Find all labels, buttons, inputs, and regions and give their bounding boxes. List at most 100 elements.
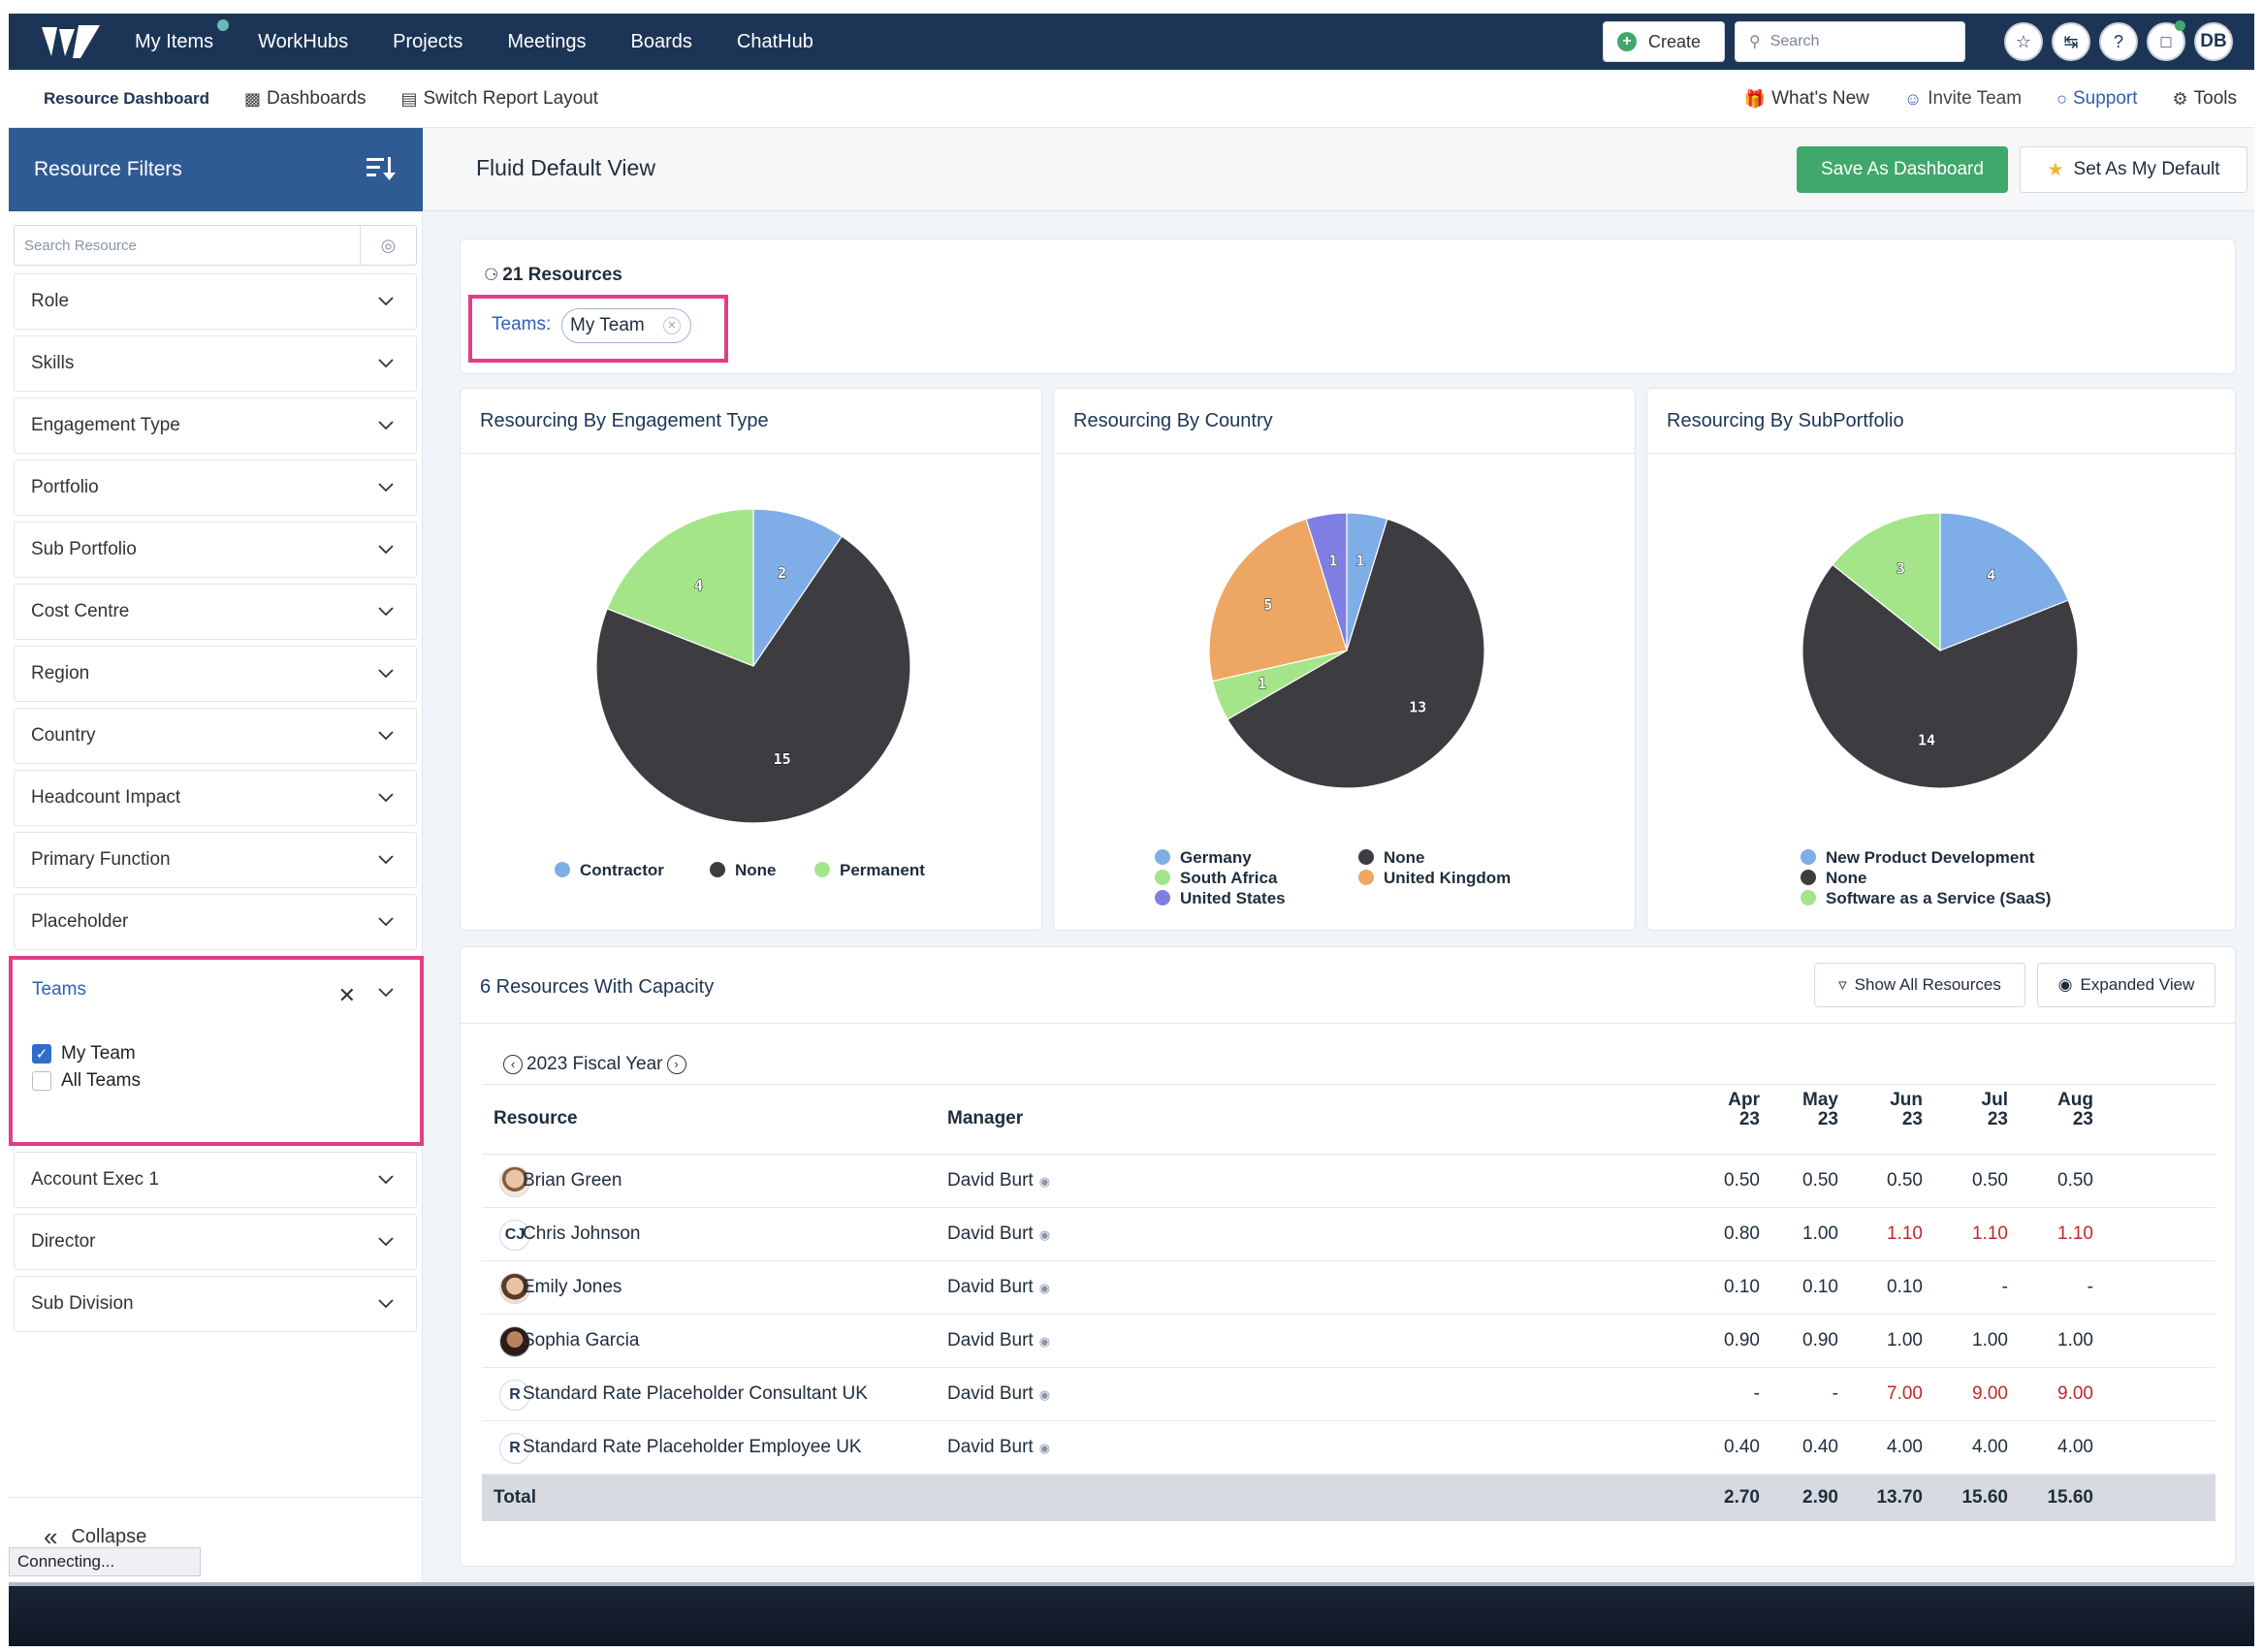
resource-name[interactable]: Emily Jones (523, 1277, 622, 1297)
set-as-default-button[interactable]: ★ Set As My Default (2020, 146, 2247, 193)
pie-slice-none[interactable] (1227, 518, 1485, 789)
chevron-down-icon[interactable] (377, 664, 395, 682)
tab-resource-dashboard[interactable]: Resource Dashboard (44, 89, 209, 108)
column-header-month[interactable]: Apr 23 (1663, 1091, 1760, 1129)
sort-filter-icon[interactable] (367, 155, 396, 182)
create-button[interactable]: + Create (1603, 21, 1725, 62)
legend-label[interactable]: Contractor (580, 861, 664, 879)
filter-skills[interactable]: Skills (14, 335, 417, 392)
legend-label[interactable]: None (1826, 869, 1867, 887)
previous-year-icon[interactable]: ‹ (503, 1055, 523, 1074)
table-row[interactable]: R Standard Rate Placeholder Consultant UK… (482, 1368, 2215, 1421)
chevron-down-icon[interactable] (377, 292, 395, 309)
remove-chip-icon[interactable]: ✕ (663, 317, 681, 334)
chevron-down-icon[interactable] (377, 478, 395, 495)
chevron-down-icon[interactable] (377, 788, 395, 806)
clear-filter-icon[interactable]: ✕ (337, 983, 356, 1007)
pie-slice-none[interactable] (1801, 563, 2079, 789)
team-option[interactable]: ✓ My Team (32, 1043, 136, 1064)
eye-icon[interactable]: ◉ (1038, 1281, 1051, 1295)
filter-account-exec-1[interactable]: Account Exec 1 (14, 1152, 417, 1208)
filter-sub-division[interactable]: Sub Division (14, 1276, 417, 1332)
legend-label[interactable]: New Product Development (1826, 848, 2035, 867)
column-header-month[interactable]: Jul 23 (1911, 1091, 2008, 1129)
eye-icon[interactable]: ◉ (1038, 1334, 1051, 1349)
nav-my-items[interactable]: My Items (135, 18, 230, 53)
resource-name[interactable]: Standard Rate Placeholder Consultant UK (523, 1383, 868, 1404)
team-filter-chip[interactable]: My Team ✕ (561, 308, 691, 343)
tab-dashboards[interactable]: ▩ Dashboards (244, 88, 366, 110)
filter-cost-centre[interactable]: Cost Centre (14, 584, 417, 640)
show-all-resources-button[interactable]: ▿ Show All Resources (1814, 963, 2025, 1007)
invite-team-link[interactable]: ☺ Invite Team (1904, 88, 2022, 110)
filter-engagement-type[interactable]: Engagement Type (14, 397, 417, 454)
eye-icon[interactable]: ◉ (1038, 1387, 1051, 1402)
app-logo[interactable] (36, 21, 104, 62)
nav-projects[interactable]: Projects (393, 30, 463, 52)
chevron-down-icon[interactable] (377, 850, 395, 868)
filter-director[interactable]: Director (14, 1214, 417, 1270)
pie-slice-new-product-development[interactable] (1939, 512, 2069, 651)
filter-region[interactable]: Region (14, 646, 417, 702)
legend-label[interactable]: None (1384, 848, 1425, 867)
table-row[interactable]: Sophia Garcia David Burt ◉ 0.90 0.90 1.00 1.00… (482, 1315, 2215, 1368)
chevron-down-icon[interactable] (377, 1294, 395, 1312)
chat-icon[interactable]: □ (2147, 20, 2185, 61)
global-search-input[interactable]: ⚲ Search (1735, 21, 1965, 62)
filter-role[interactable]: Role (14, 273, 417, 330)
pie-slice-none[interactable] (595, 535, 911, 824)
switch-report-layout-button[interactable]: ▤ Switch Report Layout (400, 88, 598, 110)
legend-label[interactable]: United States (1180, 889, 1286, 907)
column-header-month[interactable]: Jun 23 (1826, 1091, 1923, 1129)
checkbox[interactable]: ✓ (32, 1044, 51, 1064)
filter-portfolio[interactable]: Portfolio (14, 460, 417, 516)
filter-primary-function[interactable]: Primary Function (14, 832, 417, 888)
column-header-manager[interactable]: Manager (947, 1108, 1024, 1128)
legend-label[interactable]: South Africa (1180, 869, 1278, 887)
resource-search-input[interactable]: Search Resource ◎ (14, 225, 417, 266)
favorites-star-icon[interactable]: ☆ (2004, 22, 2043, 61)
chevron-down-icon[interactable] (377, 602, 395, 620)
column-header-resource[interactable]: Resource (494, 1108, 578, 1128)
filter-headcount-impact[interactable]: Headcount Impact (14, 770, 417, 826)
tools-link[interactable]: ⚙ Tools (2173, 88, 2238, 110)
pie-slice-united-states[interactable] (1305, 512, 1348, 651)
help-icon[interactable]: ? (2099, 22, 2138, 61)
eye-icon[interactable]: ◉ (1038, 1174, 1051, 1189)
legend-label[interactable]: Software as a Service (SaaS) (1826, 889, 2051, 907)
switch-app-icon[interactable]: ↹ (2052, 22, 2090, 61)
chevron-down-icon[interactable] (377, 1232, 395, 1250)
nav-chathub[interactable]: ChatHub (736, 30, 813, 52)
pie-slice-united-kingdom[interactable] (1208, 518, 1348, 683)
table-row[interactable]: Brian Green David Burt ◉ 0.50 0.50 0.50 0.50 0.… (482, 1155, 2215, 1208)
nav-workhubs[interactable]: WorkHubs (258, 30, 349, 52)
user-avatar[interactable]: DB (2194, 22, 2233, 61)
filter-placeholder[interactable]: Placeholder (14, 894, 417, 950)
search-submit-icon[interactable]: ◎ (360, 226, 416, 265)
support-link[interactable]: ○ Support (2056, 88, 2137, 110)
chevron-down-icon[interactable] (377, 1170, 395, 1188)
resource-name[interactable]: Chris Johnson (523, 1223, 641, 1244)
filter-sub-portfolio[interactable]: Sub Portfolio (14, 522, 417, 578)
legend-label[interactable]: Permanent (840, 861, 925, 879)
table-row[interactable]: Emily Jones David Burt ◉ 0.10 0.10 0.10 - - (482, 1261, 2215, 1315)
chevron-down-icon[interactable] (377, 540, 395, 557)
eye-icon[interactable]: ◉ (1038, 1227, 1051, 1242)
resource-name[interactable]: Brian Green (523, 1170, 622, 1191)
next-year-icon[interactable]: › (666, 1055, 686, 1074)
checkbox[interactable] (32, 1071, 51, 1091)
pie-slice-contractor[interactable] (752, 508, 844, 668)
filter-label[interactable]: Teams (32, 979, 86, 1000)
team-option[interactable]: All Teams (32, 1070, 141, 1092)
nav-boards[interactable]: Boards (630, 30, 692, 52)
filter-country[interactable]: Country (14, 708, 417, 764)
resource-name[interactable]: Standard Rate Placeholder Employee UK (523, 1437, 862, 1457)
chevron-down-icon[interactable] (377, 983, 395, 1001)
table-row[interactable]: CJ Chris Johnson David Burt ◉ 0.80 1.00 1.10 1.… (482, 1208, 2215, 1261)
pie-slice-software-as-a-service-saas-[interactable] (1832, 512, 1941, 652)
collapse-sidebar-button[interactable]: « Collapse (44, 1522, 146, 1552)
pie-slice-permanent[interactable] (606, 508, 754, 667)
legend-label[interactable]: None (735, 861, 777, 879)
chevron-down-icon[interactable] (377, 416, 395, 433)
legend-label[interactable]: Germany (1180, 848, 1252, 867)
